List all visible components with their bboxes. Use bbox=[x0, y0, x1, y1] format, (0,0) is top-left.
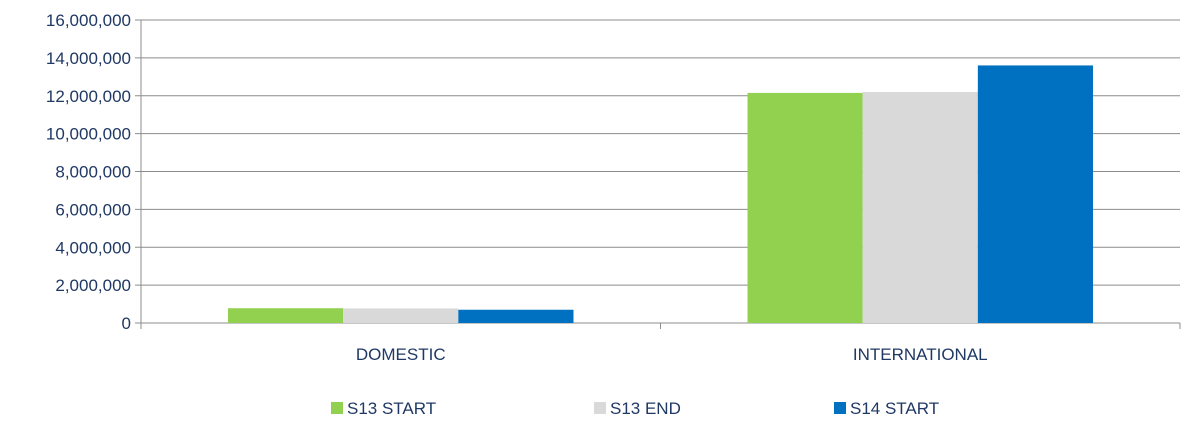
y-tick-label: 14,000,000 bbox=[46, 49, 131, 68]
y-tick-label: 10,000,000 bbox=[46, 125, 131, 144]
legend: S13 START S13 END S14 START bbox=[331, 399, 939, 418]
bar-s13-start-domestic bbox=[228, 308, 344, 323]
y-tick-label: 6,000,000 bbox=[55, 200, 131, 219]
x-category-label: INTERNATIONAL bbox=[853, 345, 988, 364]
y-tick-label: 12,000,000 bbox=[46, 87, 131, 106]
y-tick-label: 2,000,000 bbox=[55, 276, 131, 295]
gridlines bbox=[141, 19, 1180, 286]
bar-s13-end-international bbox=[862, 91, 978, 324]
x-category-label: DOMESTIC bbox=[356, 345, 446, 364]
bars bbox=[228, 65, 1093, 324]
y-tick-label: 8,000,000 bbox=[55, 163, 131, 182]
legend-swatch bbox=[594, 402, 606, 414]
legend-label: S14 START bbox=[850, 399, 939, 418]
bar-s14-start-domestic bbox=[458, 309, 574, 323]
legend-label: S13 END bbox=[610, 399, 681, 418]
y-tick-label: 0 bbox=[122, 314, 131, 333]
axis-labels: 0 2,000,000 4,000,000 6,000,000 8,000,000 10,… bbox=[46, 11, 988, 364]
y-tick-label: 16,000,000 bbox=[46, 11, 131, 30]
legend-label: S13 START bbox=[347, 399, 436, 418]
bar-s13-start-international bbox=[747, 92, 863, 323]
bar-s13-end-domestic bbox=[343, 308, 459, 323]
y-tick-label: 4,000,000 bbox=[55, 238, 131, 257]
legend-swatch bbox=[331, 402, 343, 414]
legend-swatch bbox=[834, 402, 846, 414]
bar-s14-start-international bbox=[977, 65, 1093, 323]
